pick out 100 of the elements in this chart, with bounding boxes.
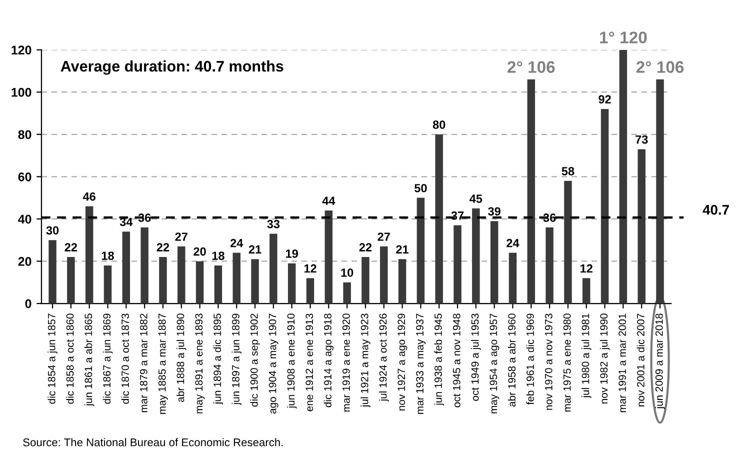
bar [324,210,333,304]
data-label: 20 [194,247,206,256]
bar [454,225,462,304]
bar [380,246,388,304]
bar [582,278,590,304]
x-tick-label: dic 1870 a oct 1873 [121,314,129,404]
bar [619,50,628,304]
data-label: 44 [322,196,336,205]
data-label: 45 [470,194,482,203]
bar [122,232,130,304]
x-tick-label: jul 1924 a oct 1926 [379,314,389,402]
x-tick-label: abr 1888 a jul 1890 [176,314,186,402]
data-label: 1° 120 [600,32,647,44]
x-tick-label: jun 1938 a feb 1945 [434,314,444,406]
bar [104,265,112,304]
x-tick-label: mar 1933 a may 1937 [416,314,426,414]
bar [251,259,259,304]
data-label: 10 [341,268,354,277]
data-label: 24 [230,238,244,248]
y-tick-label: 60 [18,172,32,182]
x-tick-label: dic 1900 a sep 1902 [250,314,260,407]
x-tick-label: dic 1858 a oct 1860 [66,314,74,404]
x-tick-label: ene 1912 a ene 1913 [306,314,314,412]
bar [288,263,296,304]
y-tick-label: 120 [12,46,32,54]
bar [159,257,167,304]
data-label: 27 [175,232,188,241]
x-tick-label: jul 1980 a jul 1981 [582,314,592,398]
x-tick-label: nov 1927 a ago 1929 [398,314,408,410]
x-tick-label: ago 1904 a may 1907 [268,314,278,414]
data-label: 2° 106 [508,61,555,73]
y-tick-label: 80 [18,130,32,140]
data-label: 92 [598,95,611,104]
x-tick-label: mar 1879 a mar 1882 [140,314,148,412]
bar [67,257,75,304]
x-tick-label: dic 1914 a ago 1918 [324,314,334,408]
bar [196,261,204,304]
bar [398,259,406,304]
data-label: 27 [378,232,390,241]
source-note: Source: The National Bureau of Economic Research. [23,438,283,446]
data-label: 22 [156,243,170,252]
x-tick-label: may 1891 a ene 1893 [195,314,205,414]
x-tick-label: jun 1897 a jun 1899 [232,314,242,405]
x-tick-label: mar 1991 a mar 2001 [618,314,626,412]
data-label: 30 [46,226,59,235]
data-label: 33 [267,220,280,228]
bar [140,227,148,304]
x-tick-label: may 1885 a mar 1887 [158,314,168,414]
data-label: 22 [359,243,372,252]
data-label: 21 [248,245,262,254]
data-label: 34 [120,218,133,226]
data-label: 58 [562,167,574,176]
data-label: 39 [488,207,500,216]
bar [48,240,56,304]
bar [306,278,314,304]
x-tick-label: jun 1894 a dic 1895 [213,314,224,404]
x-tick-label: jun 1908 a ene 1910 [286,314,297,408]
bar [546,227,554,304]
bar [85,206,94,304]
bar [564,180,572,304]
x-tick-label: jun 2009 a mar 2018 [655,314,665,410]
data-label: 12 [580,264,592,273]
x-tick-label: dic 1854 a jun 1857 [48,314,58,404]
x-tick-label: oct 1945 a nov 1948 [452,314,460,408]
bar [638,149,646,304]
data-label: 18 [212,252,224,260]
x-tick-label: nov 2001 a dic 2007 [636,314,644,406]
y-tick-label: 100 [12,88,32,97]
data-label: 2° 106 [636,61,684,73]
data-label: 21 [396,245,409,254]
x-tick-label: feb 1961 a dic 1969 [526,314,534,405]
bar [656,79,664,304]
y-tick-label: 40 [18,214,32,224]
bar [490,221,498,304]
data-label: 50 [414,184,427,192]
data-label: 73 [636,135,648,144]
y-tick-label: 0 [25,299,32,308]
annotation: Average duration: 40.7 months [60,60,284,75]
x-tick-label: mar 1975 a ene 1980 [563,314,571,412]
data-label: 18 [102,252,114,260]
bar [232,252,240,304]
bar [472,208,480,304]
bar [270,234,278,304]
data-label: 37 [451,211,464,220]
x-tick-label: mar 1919 a ene 1920 [342,314,350,412]
y-tick-label: 20 [18,257,32,266]
bar [435,134,443,304]
x-tick-label: may 1954 a ago 1957 [490,314,500,414]
data-label: 19 [286,249,298,258]
bar [527,79,536,304]
x-tick-label: jul 1921 a may 1923 [360,314,370,408]
x-tick-label: abr 1958 a abr 1960 [508,314,516,407]
ref-line-label: 40.7 [702,204,729,215]
bar [416,198,425,304]
data-label: 24 [506,238,520,248]
bar [214,265,222,304]
bar [362,257,370,304]
bar [178,246,186,304]
data-label: 22 [64,243,78,252]
bar [343,282,351,304]
